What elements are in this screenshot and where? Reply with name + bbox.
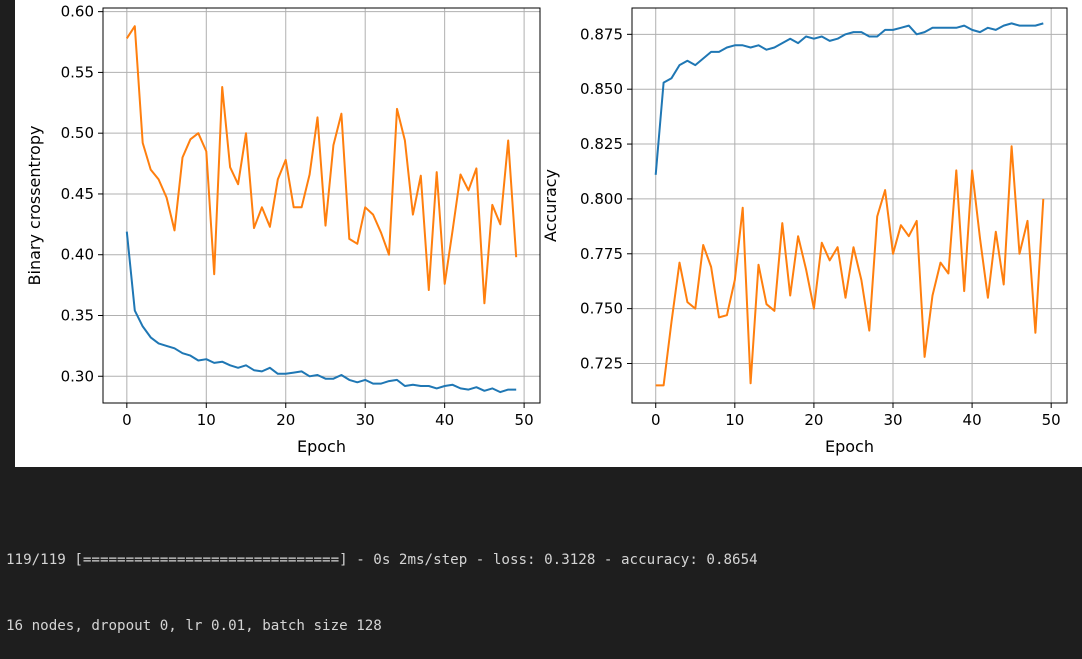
accuracy-x-tick-label: 40 [963, 411, 982, 429]
figure-panel: 0 10 20 30 40 50 0.30 0.35 0.40 0.45 0.50 0.55 0.60 E… [15, 0, 1082, 467]
loss-x-tick-label: 40 [435, 411, 454, 429]
loss-y-tick-label: 0.40 [61, 246, 94, 264]
console-output: 119/119 [==============================]… [6, 505, 1082, 659]
accuracy-x-tick-label: 10 [725, 411, 744, 429]
accuracy-y-tick-label: 0.775 [580, 245, 623, 263]
accuracy-y-tick-label: 0.725 [580, 355, 623, 373]
console-progress-line: 119/119 [==============================]… [6, 552, 758, 568]
accuracy-x-tick-label: 20 [804, 411, 823, 429]
loss-y-axis-title: Binary crossentropy [25, 126, 44, 286]
console-config-line: 16 nodes, dropout 0, lr 0.01, batch size… [6, 618, 382, 634]
loss-x-tick-label: 50 [515, 411, 534, 429]
accuracy-plot-frame [631, 7, 1068, 404]
loss-y-tick-label: 0.50 [61, 124, 94, 142]
loss-y-tick-label: 0.45 [61, 185, 94, 203]
loss-plot-frame [102, 7, 541, 404]
accuracy-y-tick-label: 0.800 [580, 190, 623, 208]
accuracy-series-validation-line [655, 145, 1045, 387]
loss-x-tick-label: 10 [197, 411, 216, 429]
loss-x-tick-label: 20 [276, 411, 295, 429]
accuracy-x-tick-label: 50 [1042, 411, 1061, 429]
loss-chart: 0 10 20 30 40 50 0.30 0.35 0.40 0.45 0.50 0.55 0.60 E… [25, 3, 541, 456]
loss-x-axis-title: Epoch [297, 437, 346, 456]
accuracy-y-tick-label: 0.850 [580, 80, 623, 98]
accuracy-y-tick-label: 0.750 [580, 300, 623, 318]
accuracy-y-tick-label: 0.875 [580, 25, 623, 43]
accuracy-x-axis-title: Epoch [825, 437, 874, 456]
loss-x-tick-label: 30 [356, 411, 375, 429]
accuracy-chart: 0 10 20 30 40 50 0.725 0.750 0.775 0.800 0.825 0.85… [541, 7, 1068, 456]
loss-y-tick-label: 0.35 [61, 306, 94, 324]
accuracy-x-tick-label: 0 [651, 411, 661, 429]
accuracy-y-axis-title: Accuracy [541, 169, 560, 242]
accuracy-series-train-line [654, 22, 1044, 175]
loss-y-tick-label: 0.30 [61, 367, 94, 385]
loss-y-tick-label: 0.55 [61, 63, 94, 81]
accuracy-x-tick-label: 30 [883, 411, 902, 429]
training-charts: 0 10 20 30 40 50 0.30 0.35 0.40 0.45 0.50 0.55 0.60 E… [25, 3, 1068, 456]
accuracy-y-tick-label: 0.825 [580, 135, 623, 153]
loss-x-tick-label: 0 [122, 411, 132, 429]
loss-series-validation-line [125, 25, 518, 305]
loss-y-tick-label: 0.60 [61, 3, 94, 21]
loss-series-train-line [125, 231, 517, 394]
